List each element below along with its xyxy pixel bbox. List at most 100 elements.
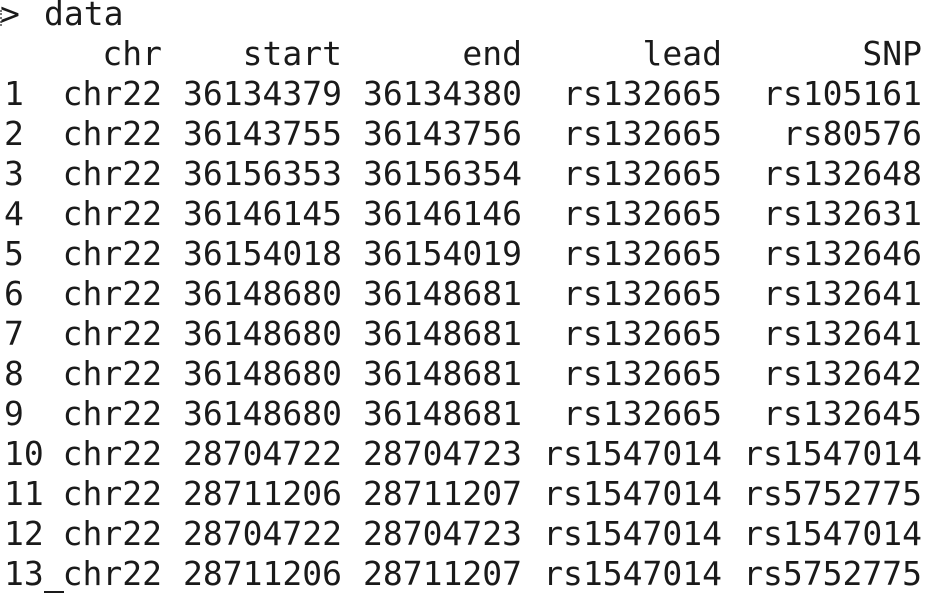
table-row: 2 chr22 36143755 36143756 rs132665 rs80576 [0, 114, 940, 154]
row-name: 2 [4, 114, 24, 153]
cell-lead: rs1547014 [543, 554, 722, 593]
cell-end: 36143756 [363, 114, 522, 153]
table-row: 10 chr22 28704722 28704723 rs1547014 rs154701… [0, 434, 940, 474]
cell-chr: chr22 [62, 314, 162, 353]
table-row: 11 chr22 28711206 28711207 rs1547014 rs575277… [0, 474, 940, 514]
cell-lead: rs132665 [563, 234, 722, 273]
cell-end: 36148681 [363, 394, 522, 433]
cell-lead: rs132665 [563, 394, 722, 433]
cell-lead: rs132665 [563, 354, 722, 393]
table-row: 13 chr22 28711206 28711207 rs1547014 rs575277… [0, 554, 940, 594]
column-header-lead: lead [642, 34, 722, 73]
cell-chr: chr22 [62, 234, 162, 273]
cell-snp: rs80576 [782, 114, 922, 153]
cell-snp: rs5752775 [743, 474, 922, 513]
line-marker [0, 10, 5, 26]
cell-start: 28704722 [183, 514, 342, 553]
cell-lead: rs132665 [563, 74, 722, 113]
cell-snp: rs1547014 [743, 434, 922, 473]
row-name: 12 [4, 514, 44, 553]
table-row: 5 chr22 36154018 36154019 rs132665 rs132646 [0, 234, 940, 274]
cell-end: 28711207 [363, 474, 522, 513]
cell-lead: rs1547014 [543, 434, 722, 473]
table-row: 7 chr22 36148680 36148681 rs132665 rs132641 [0, 314, 940, 354]
cell-end: 28704723 [363, 514, 522, 553]
cell-start: 28711206 [183, 554, 342, 593]
cell-end: 28711207 [363, 554, 522, 593]
cell-lead: rs1547014 [543, 474, 722, 513]
cell-end: 28704723 [363, 434, 522, 473]
column-header-snp: SNP [862, 34, 922, 73]
cell-chr: chr22 [62, 474, 162, 513]
cell-end: 36148681 [363, 274, 522, 313]
cell-lead: rs132665 [563, 194, 722, 233]
cell-chr: chr22 [62, 554, 162, 593]
table-row: 9 chr22 36148680 36148681 rs132665 rs132645 [0, 394, 940, 434]
cell-lead: rs1547014 [543, 514, 722, 553]
cell-snp: rs132642 [763, 354, 922, 393]
cell-snp: rs132631 [763, 194, 922, 233]
cell-lead: rs132665 [563, 314, 722, 353]
cell-end: 36134380 [363, 74, 522, 113]
cell-end: 36154019 [363, 234, 522, 273]
column-header-start: start [242, 34, 342, 73]
cell-chr: chr22 [62, 514, 162, 553]
cell-end: 36156354 [363, 154, 522, 193]
table-header: chr start end lead SNP [0, 34, 940, 74]
cell-start: 36148680 [183, 394, 342, 433]
cell-snp: rs132646 [763, 234, 922, 273]
row-name: 3 [4, 154, 24, 193]
cell-snp: rs5752775 [743, 554, 922, 593]
cell-chr: chr22 [62, 274, 162, 313]
table-row: 3 chr22 36156353 36156354 rs132665 rs132648 [0, 154, 940, 194]
cell-start: 36148680 [183, 314, 342, 353]
row-name: 7 [4, 314, 24, 353]
cell-chr: chr22 [62, 354, 162, 393]
cell-snp: rs132645 [763, 394, 922, 433]
prompt-symbol: > [0, 0, 20, 33]
cell-snp: rs105161 [763, 74, 922, 113]
cell-chr: chr22 [62, 154, 162, 193]
cell-chr: chr22 [62, 434, 162, 473]
cell-start: 36154018 [183, 234, 342, 273]
cell-chr: chr22 [62, 114, 162, 153]
cell-chr: chr22 [62, 194, 162, 233]
row-name: 1 [4, 74, 24, 113]
cell-lead: rs132665 [563, 274, 722, 313]
cell-start: 36143755 [183, 114, 342, 153]
cell-end: 36148681 [363, 314, 522, 353]
table-row: 8 chr22 36148680 36148681 rs132665 rs132642 [0, 354, 940, 394]
cell-end: 36146146 [363, 194, 522, 233]
row-name: 4 [4, 194, 24, 233]
cell-snp: rs1547014 [743, 514, 922, 553]
cell-start: 36148680 [183, 274, 342, 313]
table-row: 6 chr22 36148680 36148681 rs132665 rs132641 [0, 274, 940, 314]
table-row: 12 chr22 28704722 28704723 rs1547014 rs154701… [0, 514, 940, 554]
cell-snp: rs132648 [763, 154, 922, 193]
cell-start: 28711206 [183, 474, 342, 513]
table-row: 4 chr22 36146145 36146146 rs132665 rs132631 [0, 194, 940, 234]
row-name: 10 [4, 434, 44, 473]
cell-snp: rs132641 [763, 314, 922, 353]
cell-snp: rs132641 [763, 274, 922, 313]
cell-start: 36148680 [183, 354, 342, 393]
row-name: 5 [4, 234, 24, 273]
row-name: 8 [4, 354, 24, 393]
cell-chr: chr22 [62, 394, 162, 433]
cell-lead: rs132665 [563, 154, 722, 193]
cell-lead: rs132665 [563, 114, 722, 153]
row-name: 13 [4, 554, 44, 593]
row-name: 9 [4, 394, 24, 433]
column-header-chr: chr [102, 34, 162, 73]
text-cursor [44, 591, 64, 593]
row-name: 11 [4, 474, 44, 513]
table-row: 1 chr22 36134379 36134380 rs132665 rs105161 [0, 74, 940, 114]
cell-start: 28704722 [183, 434, 342, 473]
cell-chr: chr22 [62, 74, 162, 113]
cell-start: 36146145 [183, 194, 342, 233]
row-name: 6 [4, 274, 24, 313]
column-header-end: end [462, 34, 522, 73]
cell-start: 36156353 [183, 154, 342, 193]
cell-end: 36148681 [363, 354, 522, 393]
